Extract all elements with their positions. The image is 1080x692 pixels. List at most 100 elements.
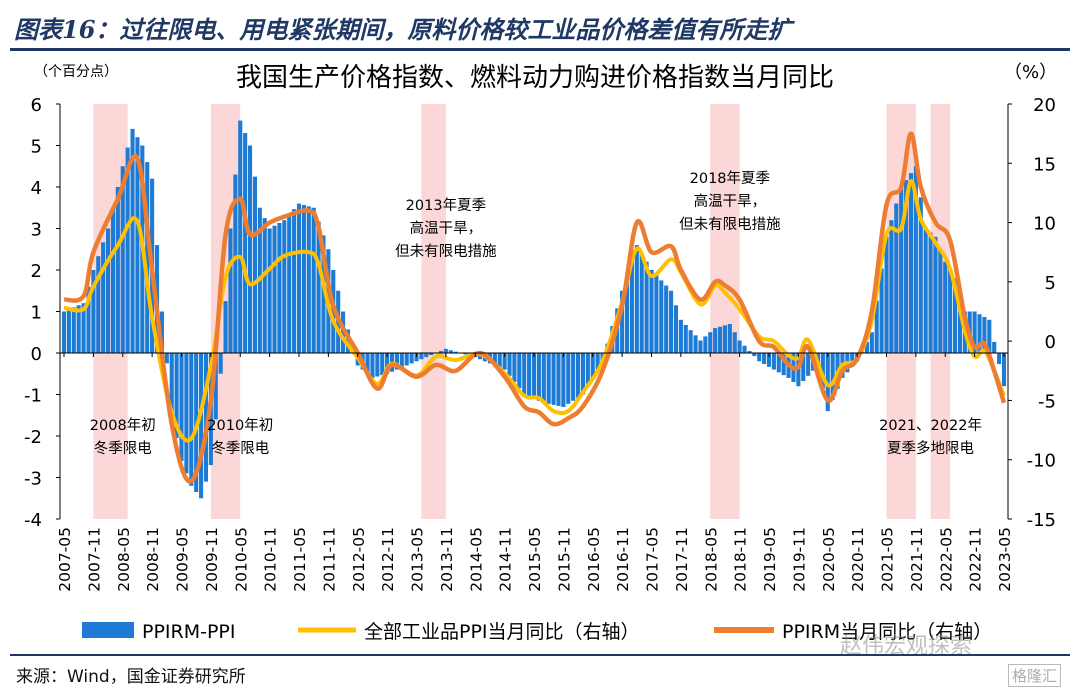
bar — [874, 300, 879, 353]
bar — [952, 278, 958, 353]
bar — [233, 174, 238, 353]
bar — [71, 307, 76, 353]
bar — [649, 270, 654, 353]
bar — [850, 353, 855, 367]
x-tick-label: 2021-11 — [908, 527, 926, 592]
bar — [654, 275, 659, 353]
legend-label-ppirm: PPIRM当月同比（右轴） — [782, 621, 992, 643]
bar — [551, 353, 556, 405]
bar — [889, 220, 894, 353]
bar — [145, 162, 150, 353]
x-tick-label: 2010-11 — [262, 527, 280, 592]
x-tick-label: 2012-05 — [350, 527, 368, 592]
x-tick-label: 2016-11 — [614, 527, 632, 592]
bar — [399, 353, 404, 368]
bar — [306, 206, 311, 353]
bar — [904, 180, 909, 353]
bar — [933, 236, 938, 353]
bar — [218, 353, 223, 374]
logo-watermark: 格隆汇 — [1008, 664, 1062, 687]
bar — [717, 326, 723, 353]
bar — [673, 305, 679, 353]
bar — [747, 350, 752, 353]
bar — [164, 353, 169, 364]
bar — [223, 301, 228, 353]
bar — [762, 353, 767, 365]
bar — [174, 353, 179, 439]
bar — [345, 329, 351, 353]
bar — [580, 353, 586, 395]
annotation-text: 高温干旱， — [694, 193, 767, 210]
bar — [81, 303, 86, 353]
bar — [639, 253, 644, 353]
annotation-text: 2018年夏季 — [690, 170, 770, 187]
annotation-text: 2010年初 — [207, 417, 273, 434]
bar — [106, 228, 111, 353]
annotation-text: 冬季限电 — [211, 440, 269, 457]
left-tick-label: 6 — [31, 95, 42, 116]
annotation-text: 高温干旱， — [410, 220, 483, 237]
x-tick-label: 2011-05 — [291, 527, 309, 592]
right-tick-label: 10 — [1033, 214, 1056, 235]
bar — [688, 330, 693, 353]
bar — [737, 340, 742, 353]
bar — [184, 353, 189, 474]
bar — [463, 353, 468, 355]
left-tick-label: 3 — [31, 220, 42, 241]
x-tick-label: 2009-05 — [174, 527, 192, 592]
ppirm-line — [63, 131, 1007, 484]
annotation-text: 2008年初 — [90, 417, 156, 434]
right-tick-label: -10 — [1027, 451, 1056, 472]
bar — [943, 261, 948, 353]
bar — [884, 236, 889, 353]
bar — [864, 341, 869, 353]
bar — [742, 345, 747, 353]
bar — [301, 204, 306, 353]
x-tick-label: 2018-11 — [732, 527, 750, 592]
legend-swatch-bar — [82, 622, 134, 638]
bar — [512, 353, 517, 383]
bar — [781, 353, 786, 376]
bar — [238, 120, 243, 353]
bar — [624, 275, 630, 353]
chart-title: 我国生产价格指数、燃料动力购进价格指数当月同比 — [236, 63, 834, 93]
left-tick-label: 0 — [31, 344, 42, 365]
bar — [987, 319, 992, 353]
bar — [918, 197, 923, 353]
ppi-line — [63, 179, 1006, 443]
bar — [262, 218, 267, 353]
bar — [277, 222, 282, 353]
line-series — [63, 131, 1007, 484]
left-tick-label: 4 — [31, 178, 42, 199]
bar — [419, 353, 424, 360]
figure-heading: 图表16：过往限电、用电紧张期间，原料价格较工业品价格差值有所走扩 — [14, 15, 792, 44]
left-tick-label: 5 — [31, 137, 42, 158]
bar — [669, 290, 674, 353]
bar — [179, 353, 184, 461]
annotation-text: 2021、2022年 — [879, 417, 982, 434]
legend: PPIRM-PPI 全部工业品PPI当月同比（右轴） PPIRM当月同比（右轴） — [82, 621, 992, 643]
bar — [296, 203, 302, 353]
bar — [282, 220, 287, 353]
annotation-text: 冬季限电 — [94, 440, 152, 457]
bar — [120, 166, 125, 353]
x-tick-label: 2020-05 — [820, 527, 838, 592]
bar — [801, 353, 806, 382]
bar — [752, 353, 757, 357]
left-tick-label: 1 — [31, 303, 42, 324]
bar — [576, 353, 581, 398]
bar — [101, 242, 106, 353]
bar — [135, 137, 140, 353]
bar — [820, 353, 825, 389]
x-tick-label: 2008-05 — [115, 527, 133, 592]
x-tick-label: 2023-05 — [996, 527, 1014, 592]
bar — [722, 325, 727, 353]
bar — [91, 270, 96, 353]
bar — [678, 319, 683, 353]
bar — [272, 225, 277, 353]
bar — [732, 332, 737, 353]
bar — [634, 245, 639, 353]
bar — [76, 305, 81, 353]
